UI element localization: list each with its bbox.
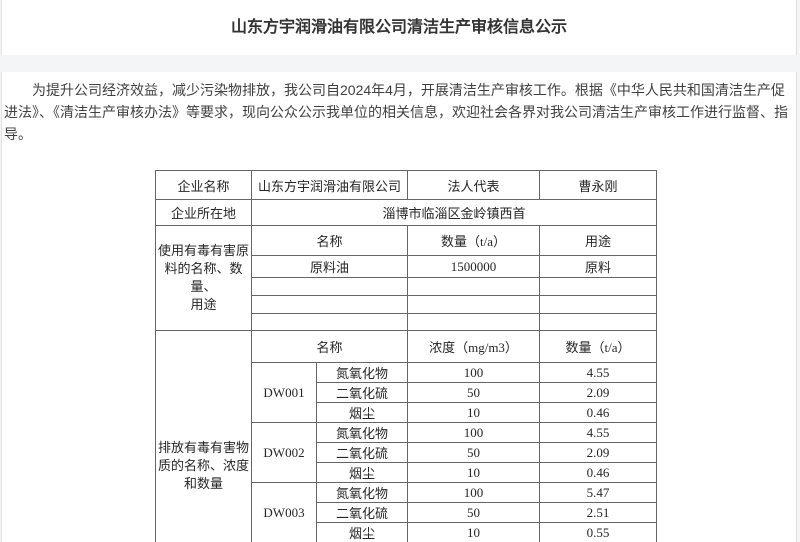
pollutant-name-cell: 氮氧化物 (315, 422, 409, 443)
raw-materials-header-use-cell: 用途 (539, 225, 658, 256)
outlet-id-cell: DW003 (251, 482, 317, 542)
pollutant-quantity-cell: 2.09 (539, 442, 658, 463)
raw-material-quantity-cell (407, 295, 541, 314)
raw-material-use-cell (539, 313, 658, 331)
table-row: 企业名称 山东方宇润滑油有限公司 法人代表 曹永刚 (155, 170, 658, 200)
pollutant-name-cell: 二氧化硫 (315, 502, 409, 523)
pollutant-name-cell: 烟尘 (315, 522, 409, 542)
pollutant-quantity-cell: 2.51 (539, 502, 658, 523)
table-row: DW001 氮氧化物 100 4.55 (156, 362, 658, 423)
emissions-section-label-cell: 排放有毒有害物 质的名称、浓度 和数量 (155, 330, 252, 542)
company-name-cell: 山东方宇润滑油有限公司 (250, 170, 409, 200)
pollutant-name-cell: 氮氧化物 (315, 362, 409, 383)
raw-material-name-cell (250, 295, 409, 314)
location-label-cell: 企业所在地 (155, 199, 252, 226)
pollutant-concentration-cell: 50 (407, 502, 541, 523)
pollutant-quantity-cell: 5.47 (539, 482, 658, 503)
pollutant-concentration-cell: 10 (407, 462, 541, 483)
table-row: 烟尘 10 0.46 (156, 462, 658, 483)
emissions-header-concentration-cell: 浓度（mg/m3） (407, 330, 541, 363)
raw-material-quantity-cell: 1500000 (407, 255, 541, 278)
pollutant-quantity-cell: 4.55 (539, 422, 658, 443)
pollutant-concentration-cell: 10 (407, 402, 541, 423)
pollutant-name-cell: 二氧化硫 (315, 382, 409, 403)
table-row: 烟尘 10 0.46 (156, 402, 658, 423)
raw-material-quantity-cell (407, 313, 541, 331)
emissions-header-quantity-cell: 数量（t/a） (539, 330, 658, 363)
raw-material-use-cell (539, 277, 658, 296)
table-row: DW002 氮氧化物 100 4.55 (156, 422, 658, 483)
emissions-header-name-cell: 名称 (250, 330, 409, 363)
title-section: 山东方宇润滑油有限公司清洁生产审核信息公示 (1, 0, 797, 55)
table-row (156, 295, 658, 314)
pollutant-quantity-cell: 0.55 (539, 522, 658, 542)
company-name-label-cell: 企业名称 (155, 170, 252, 200)
pollutant-name-cell: 烟尘 (315, 402, 409, 423)
raw-material-name-cell: 原料油 (250, 255, 409, 278)
raw-material-use-cell (539, 295, 658, 314)
intro-paragraph: 为提升公司经济效益，减少污染物排放，我公司自2024年4月，开展清洁生产审核工作… (4, 82, 788, 142)
raw-materials-header-quantity-cell: 数量（t/a） (407, 225, 541, 256)
pollutant-name-cell: 烟尘 (315, 462, 409, 483)
legal-rep-cell: 曹永刚 (539, 170, 658, 200)
raw-material-use-cell: 原料 (539, 255, 658, 278)
page-title: 山东方宇润滑油有限公司清洁生产审核信息公示 (230, 19, 567, 36)
raw-material-quantity-cell (407, 277, 541, 296)
table-row: 二氧化硫 50 2.09 (156, 382, 658, 403)
pollutant-concentration-cell: 50 (407, 382, 541, 403)
pollutant-concentration-cell: 100 (407, 422, 541, 443)
table-row: 排放有毒有害物 质的名称、浓度 和数量 名称 浓度（mg/m3） 数量（t/a） (155, 330, 658, 542)
pollutant-name-cell: 二氧化硫 (315, 442, 409, 463)
pollutant-concentration-cell: 50 (407, 442, 541, 463)
pollutant-name-cell: 氮氧化物 (315, 482, 409, 503)
legal-rep-label-cell: 法人代表 (407, 170, 541, 200)
outlet-id-cell: DW002 (251, 422, 317, 483)
table-row: 二氧化硫 50 2.51 (156, 502, 658, 523)
raw-materials-header-name-cell: 名称 (250, 225, 409, 256)
location-cell: 淄博市临淄区金岭镇西首 (250, 199, 658, 226)
table-row (156, 277, 658, 296)
outlet-id-cell: DW001 (251, 362, 317, 423)
raw-material-name-cell (250, 277, 409, 296)
pollutant-concentration-cell: 100 (407, 482, 541, 503)
table-row: 烟尘 10 0.55 (156, 522, 658, 542)
raw-material-name-cell (250, 313, 409, 331)
pollutant-quantity-cell: 4.55 (539, 362, 658, 383)
table-row: 使用有毒有害原 料的名称、数量、 用途 名称 数量（t/a） 用途 (155, 225, 658, 331)
pollutant-concentration-cell: 10 (407, 522, 541, 542)
content-section: 为提升公司经济效益，减少污染物排放，我公司自2024年4月，开展清洁生产审核工作… (1, 72, 797, 542)
pollutant-quantity-cell: 0.46 (539, 402, 658, 423)
pollutant-quantity-cell: 0.46 (539, 462, 658, 483)
pollutant-quantity-cell: 2.09 (539, 382, 658, 403)
raw-materials-section-label-cell: 使用有毒有害原 料的名称、数量、 用途 (155, 225, 252, 331)
table-row: 企业所在地 淄博市临淄区金岭镇西首 (155, 199, 658, 226)
audit-info-table: 企业名称 山东方宇润滑油有限公司 法人代表 曹永刚 企业所在地 淄博市临淄区金岭… (155, 170, 658, 542)
pollutant-concentration-cell: 100 (407, 362, 541, 383)
section-divider (1, 55, 797, 72)
